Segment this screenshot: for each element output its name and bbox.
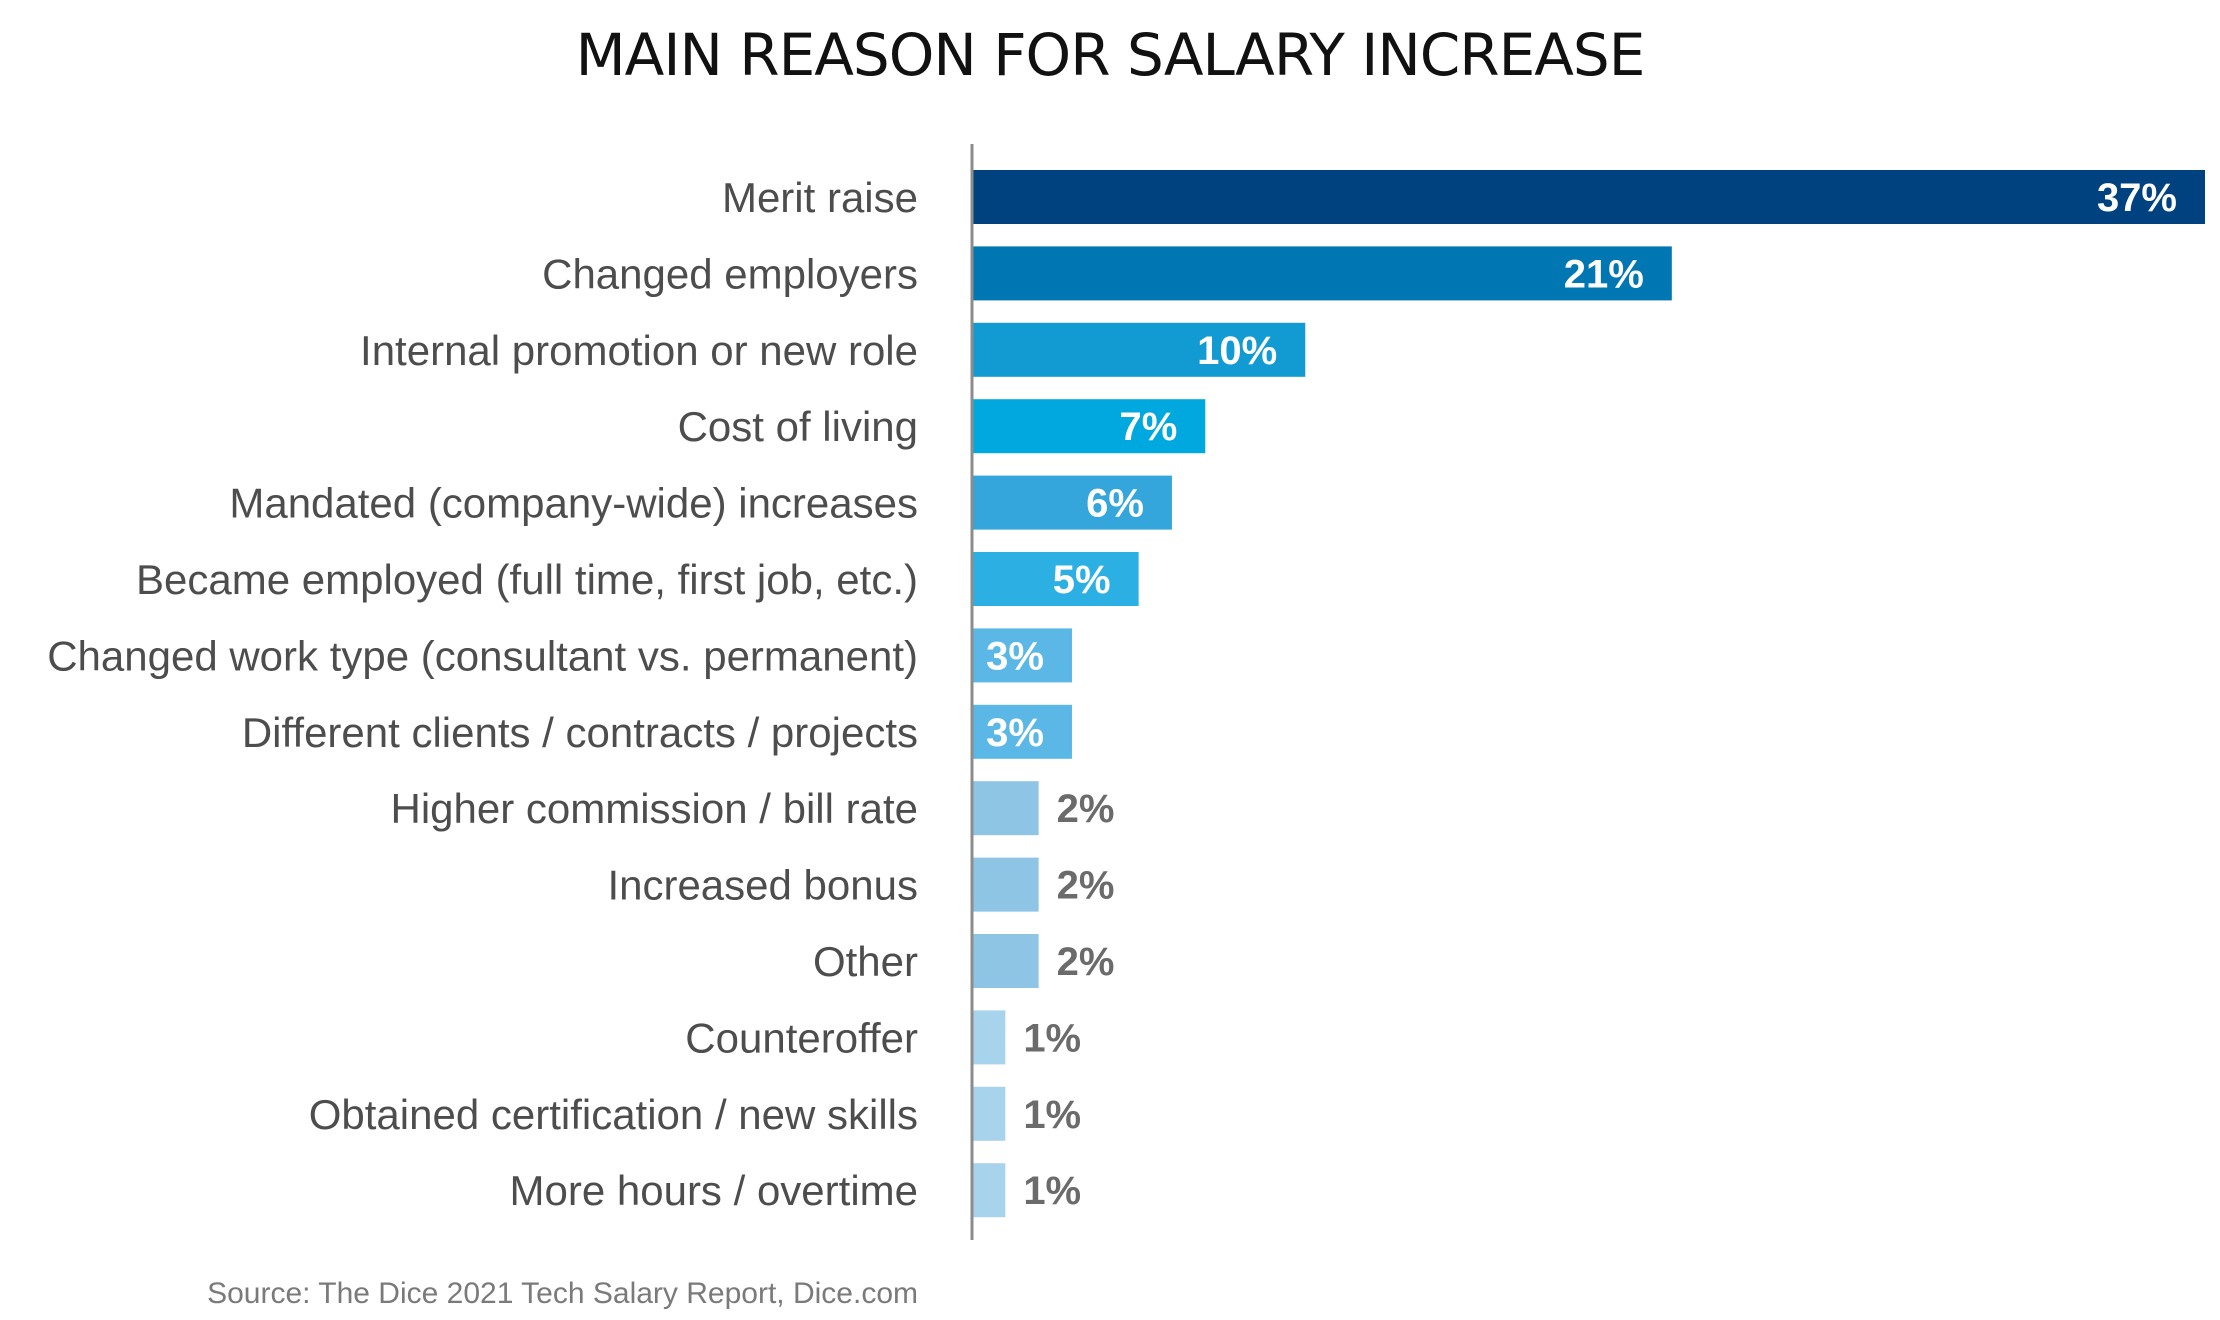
category-label: Cost of living [678, 403, 918, 450]
category-label: More hours / overtime [510, 1167, 918, 1214]
value-label: 10% [1197, 329, 1277, 373]
chart-title: MAIN REASON FOR SALARY INCREASE [576, 21, 1645, 89]
value-label: 3% [986, 634, 1044, 678]
value-label: 7% [1119, 405, 1177, 449]
bar [972, 1010, 1006, 1065]
value-label: 6% [1086, 482, 1144, 526]
category-label: Became employed (full time, first job, e… [136, 556, 918, 603]
category-label: Internal promotion or new role [360, 327, 918, 374]
value-label: 2% [1057, 864, 1115, 908]
bar [972, 704, 1072, 759]
category-label: Changed employers [542, 250, 918, 297]
category-label: Other [813, 938, 918, 985]
category-label: Different clients / contracts / projects [242, 709, 918, 756]
bar [972, 475, 1172, 530]
bar [972, 781, 1039, 836]
category-label: Merit raise [722, 174, 918, 221]
source-note: Source: The Dice 2021 Tech Salary Report… [207, 1277, 918, 1310]
value-label: 1% [1023, 1093, 1081, 1137]
bar [972, 1086, 1006, 1141]
value-label: 21% [1564, 252, 1644, 296]
bar [972, 628, 1072, 683]
bar [972, 857, 1039, 912]
value-label: 2% [1057, 940, 1115, 984]
category-label: Changed work type (consultant vs. perman… [47, 632, 918, 679]
value-label: 5% [1053, 558, 1111, 602]
category-label: Mandated (company-wide) increases [229, 480, 918, 527]
value-label: 3% [986, 711, 1044, 755]
bar [972, 1163, 1006, 1218]
bar [972, 170, 2205, 224]
value-label: 1% [1023, 1016, 1081, 1060]
value-label: 2% [1057, 787, 1115, 831]
value-label: 37% [2097, 176, 2177, 220]
bar [972, 246, 1672, 301]
bar [972, 552, 1139, 606]
bar [972, 399, 1206, 454]
category-label: Counteroffer [685, 1014, 918, 1061]
category-label: Higher commission / bill rate [390, 785, 918, 832]
bar [972, 322, 1306, 377]
category-label: Obtained certification / new skills [309, 1091, 918, 1138]
bar [972, 934, 1039, 988]
value-label: 1% [1023, 1169, 1081, 1213]
category-label: Increased bonus [607, 862, 918, 909]
bars-group: Merit raise 37% Changed employers 21% Intern… [47, 170, 2205, 1218]
